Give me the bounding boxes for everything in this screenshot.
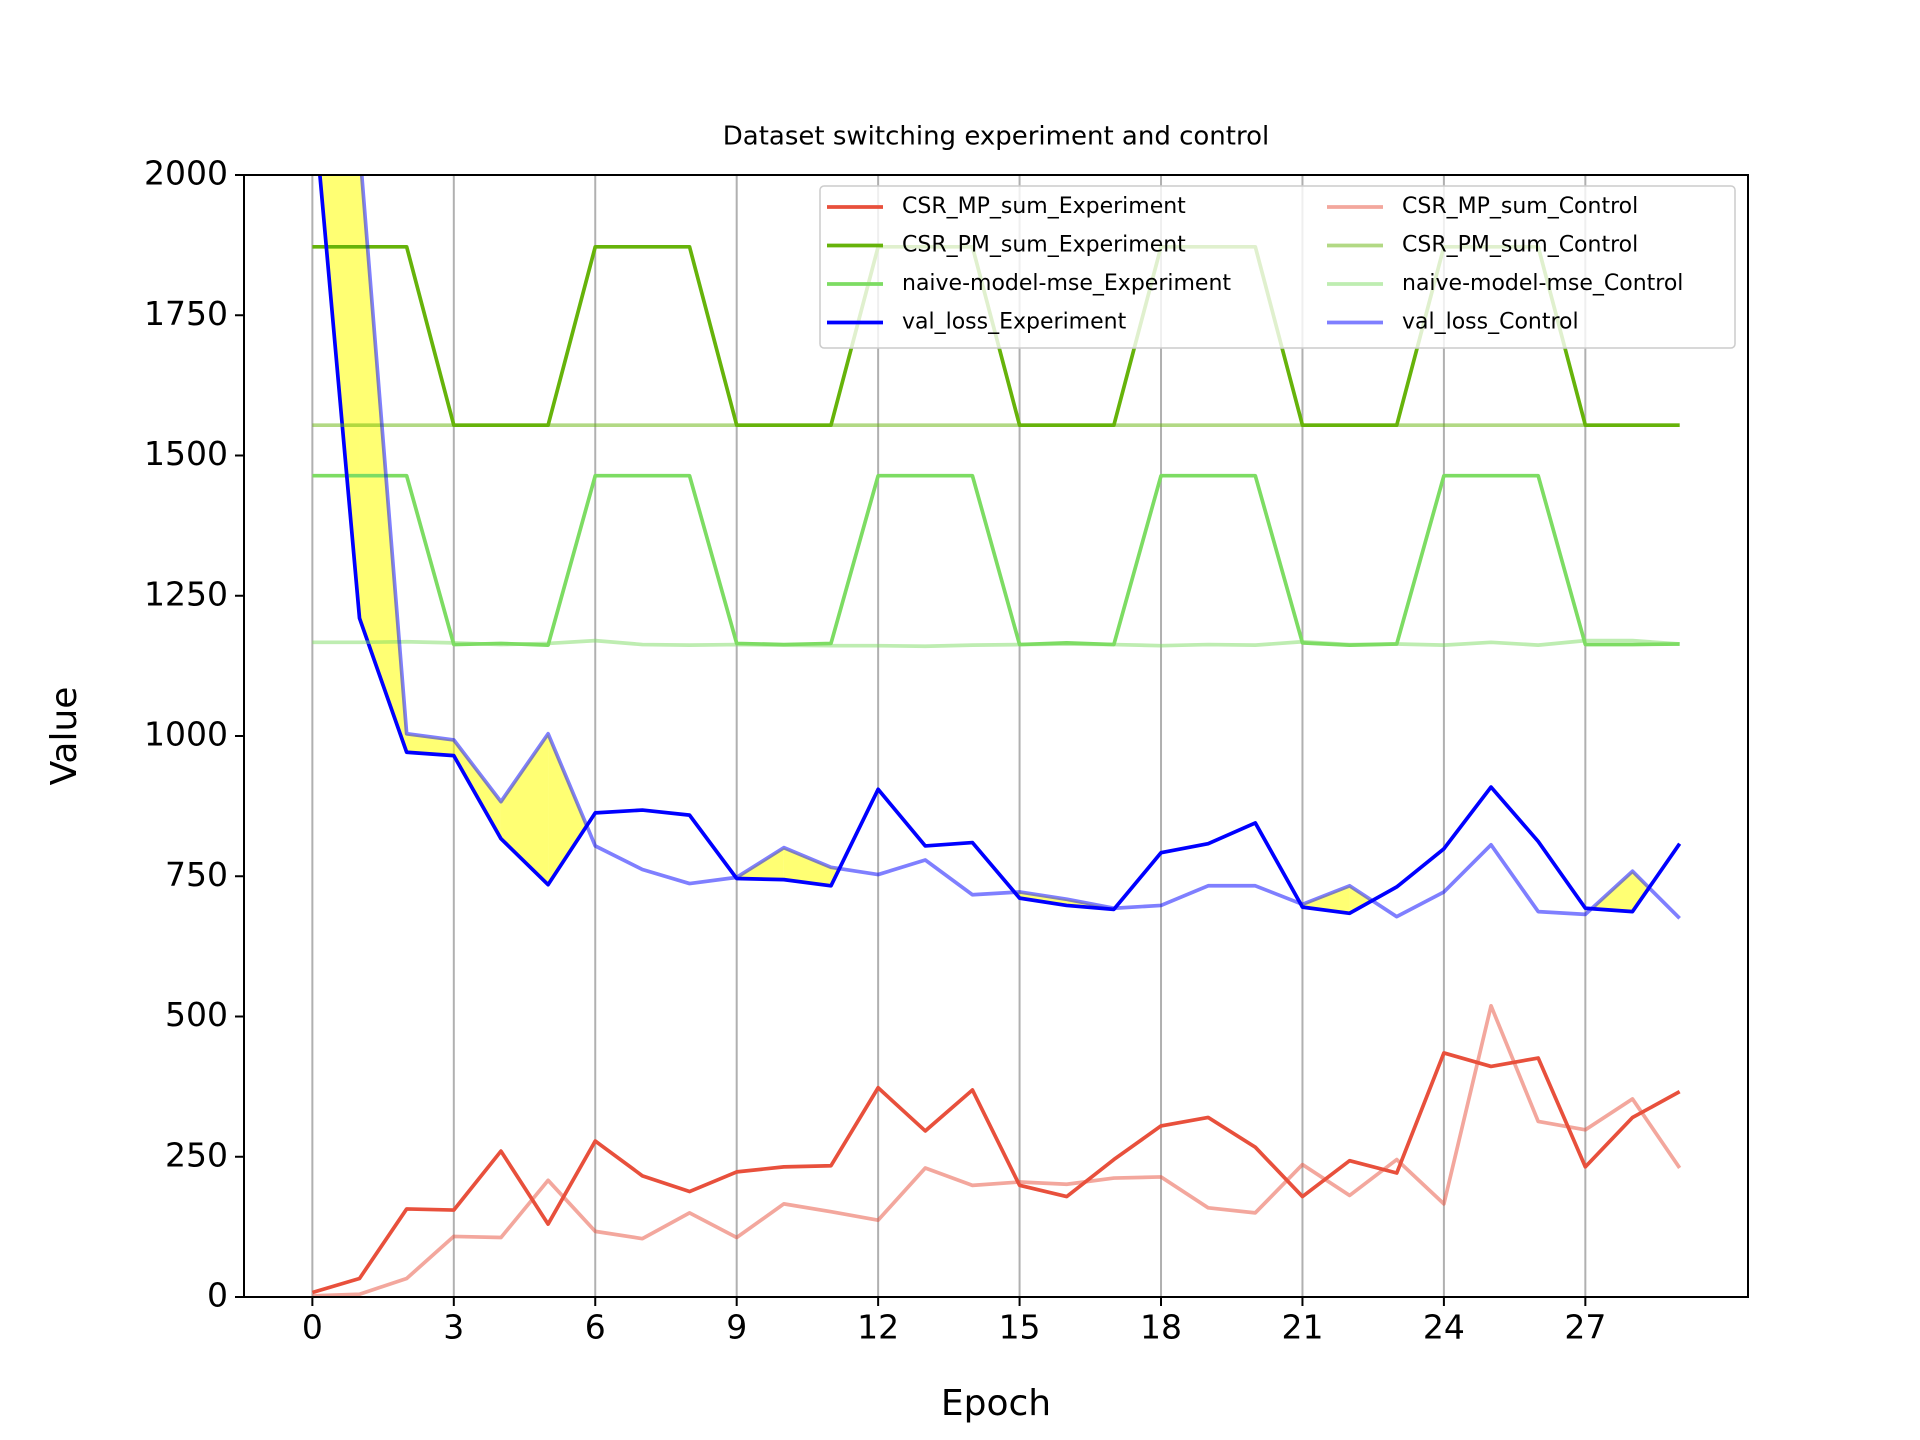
axes: 0 3 6 9 12 15 18 21 24 27 0 250 500 750 1000 1250 1500 17…	[144, 154, 1606, 1347]
chart-title: Dataset switching experiment and control	[723, 122, 1269, 152]
fill-segment	[548, 733, 587, 885]
series-line	[311, 1051, 1681, 1295]
y-tick-label: 750	[165, 855, 228, 894]
grid	[311, 175, 1587, 1297]
legend-label: CSR_MP_sum_Control	[1402, 194, 1638, 219]
fill-segment	[1302, 885, 1350, 914]
x-tick-label: 21	[1281, 1308, 1323, 1347]
fill-segment	[1349, 885, 1373, 914]
legend-label: naive-model-mse_Experiment	[902, 271, 1231, 296]
legend-box	[819, 185, 1736, 349]
x-tick-label: 9	[726, 1308, 747, 1347]
y-tick-label: 1500	[144, 434, 228, 473]
x-tick-label: 18	[1140, 1308, 1182, 1347]
x-tick-label: 15	[999, 1308, 1041, 1347]
fill-segment	[783, 847, 831, 886]
legend-label: val_loss_Control	[1402, 310, 1579, 335]
series-line	[359, 175, 1681, 920]
y-tick-label: 250	[165, 1135, 228, 1174]
legend-label: CSR_PM_sum_Control	[1402, 233, 1638, 258]
y-tick-label: 1750	[144, 294, 228, 333]
series-line	[312, 473, 1680, 647]
y-axis-label: Value	[44, 687, 85, 786]
fill-segment	[500, 733, 549, 885]
y-tick-label: 2000	[144, 154, 228, 193]
series-line	[312, 1003, 1682, 1297]
x-tick-label: 12	[857, 1308, 899, 1347]
fill-segment	[1632, 871, 1650, 912]
y-tick-label: 1000	[144, 715, 228, 754]
legend: CSR_MP_sum_Experiment CSR_PM_sum_Experime…	[819, 185, 1736, 349]
y-tick-label: 500	[165, 995, 228, 1034]
plot-lines	[311, 175, 1682, 1297]
fill-segment	[453, 739, 501, 839]
x-tick-label: 27	[1564, 1308, 1606, 1347]
x-tick-label: 6	[585, 1308, 606, 1347]
legend-label: val_loss_Experiment	[902, 310, 1127, 335]
series-line	[318, 175, 1682, 916]
legend-label: naive-model-mse_Control	[1402, 271, 1683, 296]
x-axis-label: Epoch	[941, 1383, 1051, 1424]
y-tick-label: 1250	[144, 574, 228, 613]
legend-label: CSR_MP_sum_Experiment	[902, 194, 1186, 219]
series-line	[312, 638, 1680, 649]
x-tick-label: 3	[443, 1308, 464, 1347]
x-tick-label: 24	[1423, 1308, 1465, 1347]
legend-label: CSR_PM_sum_Experiment	[902, 233, 1186, 258]
x-tick-label: 0	[302, 1308, 323, 1347]
y-tick-label: 0	[207, 1276, 228, 1315]
